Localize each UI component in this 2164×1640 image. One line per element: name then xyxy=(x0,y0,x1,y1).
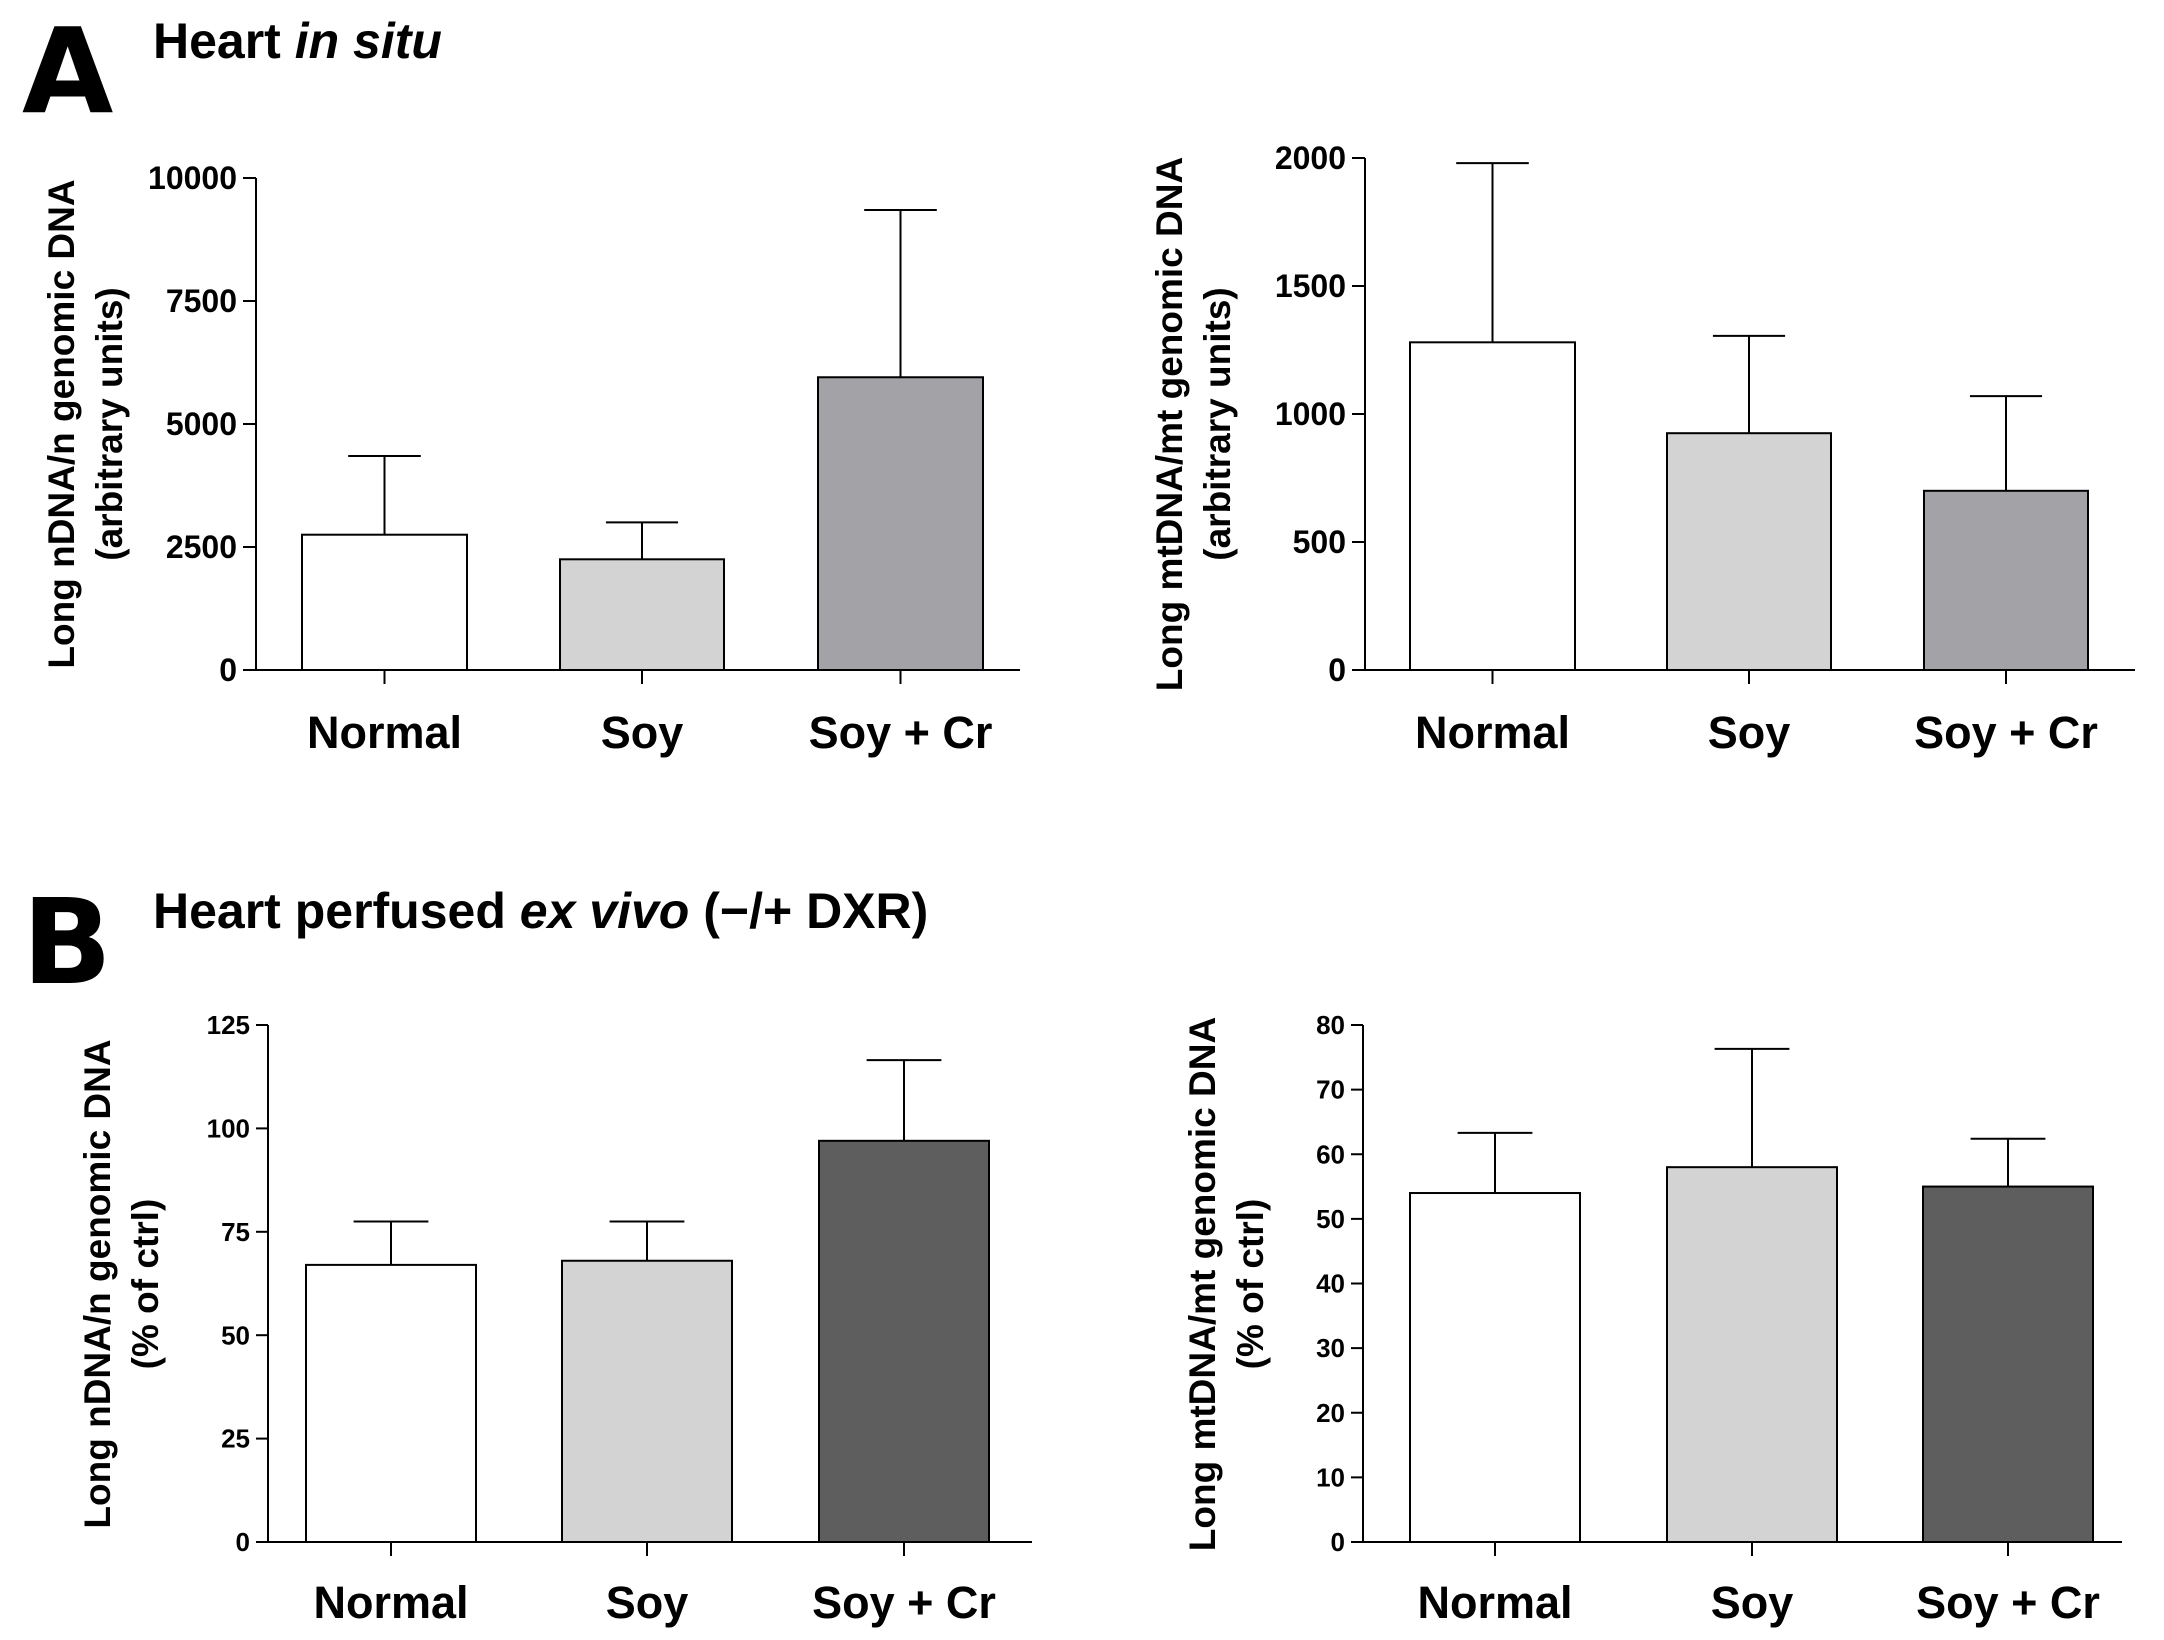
category-label: Soy + Cr xyxy=(809,707,993,758)
y-tick-label: 0 xyxy=(1328,652,1346,688)
bar xyxy=(1666,432,1832,672)
bar xyxy=(301,533,468,672)
category-label: Normal xyxy=(307,707,462,758)
category-label: Normal xyxy=(1417,1577,1572,1628)
bar xyxy=(818,1139,990,1543)
bar xyxy=(1409,1192,1581,1544)
y-axis-title-line1: Long mtDNA/mt genomic DNA xyxy=(1182,1017,1223,1551)
bar xyxy=(817,376,984,671)
y-tick-label: 30 xyxy=(1316,1333,1345,1363)
bar xyxy=(305,1263,477,1543)
y-tick-label: 100 xyxy=(207,1114,250,1144)
bar xyxy=(1409,341,1576,671)
y-axis-title-line2: (% of ctrl) xyxy=(1230,1199,1271,1370)
y-tick-label: 20 xyxy=(1316,1398,1345,1428)
panel-title-a: Heart in situ xyxy=(153,13,442,69)
y-tick-label: 125 xyxy=(207,1010,250,1040)
y-tick-label: 500 xyxy=(1293,524,1346,560)
y-axis-title-line1: Long nDNA/n genomic DNA xyxy=(77,1039,118,1528)
y-axis-title-line2: (arbitrary units) xyxy=(1197,287,1238,560)
panel-letter-a: A xyxy=(22,2,113,140)
panel-title-b: Heart perfused ex vivo (−/+ DXR) xyxy=(153,883,928,939)
y-tick-label: 10 xyxy=(1316,1462,1345,1492)
y-tick-label: 1000 xyxy=(1275,396,1346,432)
y-axis-title-line1: Long mtDNA/mt genomic DNA xyxy=(1149,157,1190,691)
category-label: Normal xyxy=(313,1577,468,1628)
category-label: Soy + Cr xyxy=(812,1577,996,1628)
y-tick-label: 60 xyxy=(1316,1139,1345,1169)
y-tick-label: 80 xyxy=(1316,1010,1345,1040)
y-tick-label: 25 xyxy=(221,1424,250,1454)
category-label: Soy xyxy=(1708,707,1791,758)
bar xyxy=(561,1259,733,1543)
bar xyxy=(559,558,725,671)
panel-letter-b: B xyxy=(22,873,112,1011)
y-tick-label: 2000 xyxy=(1275,140,1346,176)
y-tick-label: 0 xyxy=(236,1527,250,1557)
y-axis-title-line2: (arbitrary units) xyxy=(89,287,130,560)
y-tick-label: 2500 xyxy=(166,529,237,565)
y-axis-title-line1: Long nDNA/n genomic DNA xyxy=(41,179,82,668)
y-tick-label: 50 xyxy=(1316,1204,1345,1234)
y-tick-label: 40 xyxy=(1316,1269,1345,1299)
y-tick-label: 0 xyxy=(219,652,237,688)
chart-b-mtdna: 0 10 20 30 40 50 60 70 80 Normal Soy Soy + Cr Long m… xyxy=(1182,1010,2122,1628)
chart-b-ndna: 0 25 50 75 100 125 Normal Soy Soy + Cr Long nDNA/… xyxy=(77,1010,1032,1628)
y-tick-label: 7500 xyxy=(166,283,237,319)
bar xyxy=(1923,489,2089,671)
category-label: Soy xyxy=(601,707,684,758)
y-tick-label: 1500 xyxy=(1275,268,1346,304)
y-tick-label: 10000 xyxy=(148,160,237,196)
chart-a-ndna: 0 2500 5000 7500 10000 Normal Soy Soy + Cr Long … xyxy=(41,160,1020,758)
chart-a-mtdna: 0 500 1000 1500 2000 Normal Soy Soy + Cr Long mt… xyxy=(1149,140,2135,758)
bar xyxy=(1922,1185,2094,1543)
category-label: Soy + Cr xyxy=(1914,707,2098,758)
category-label: Normal xyxy=(1415,707,1570,758)
y-tick-label: 75 xyxy=(221,1217,250,1247)
y-axis-title-line2: (% of ctrl) xyxy=(125,1199,166,1370)
category-label: Soy + Cr xyxy=(1916,1577,2100,1628)
bar xyxy=(1666,1166,1838,1544)
category-label: Soy xyxy=(1711,1577,1794,1628)
category-label: Soy xyxy=(606,1577,689,1628)
y-tick-label: 5000 xyxy=(166,406,237,442)
y-tick-label: 50 xyxy=(221,1320,250,1350)
y-tick-label: 70 xyxy=(1316,1075,1345,1105)
y-tick-label: 0 xyxy=(1331,1527,1345,1557)
